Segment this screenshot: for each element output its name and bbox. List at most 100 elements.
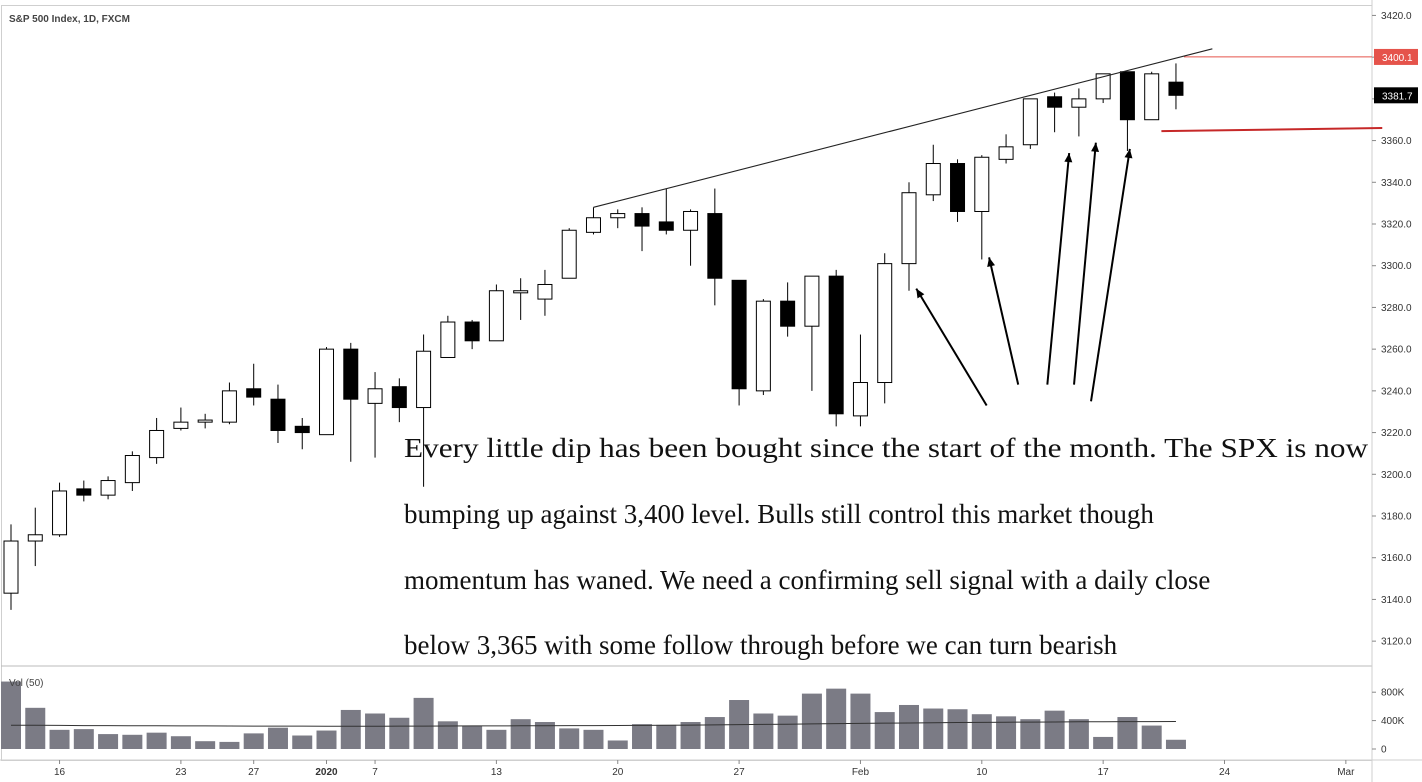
volume-bar	[534, 722, 555, 749]
volume-bar	[607, 740, 628, 749]
arrow-line	[1090, 148, 1131, 402]
volume-bar	[1141, 725, 1162, 749]
volume-bar	[486, 729, 507, 749]
price-tick-label: 3260.0	[1381, 345, 1412, 356]
volume-bar	[73, 729, 94, 749]
candle-body	[1071, 98, 1087, 108]
volume-bar	[801, 693, 822, 749]
volume-bar	[826, 688, 847, 749]
time-tick-label: Mar	[1337, 767, 1355, 778]
candle-body	[27, 534, 43, 542]
annotation-text: Every little dip has been bought since t…	[404, 433, 1369, 660]
price-tick-label: 3160.0	[1381, 553, 1412, 564]
chart-title: S&P 500 Index, 1D, FXCM	[9, 14, 130, 25]
time-tick-label: 16	[54, 767, 66, 778]
volume-bar	[898, 704, 919, 749]
candles	[3, 63, 1184, 610]
arrow-line	[988, 257, 1020, 385]
candle-body	[755, 300, 771, 392]
volume-bar	[219, 741, 240, 749]
volume-bar	[753, 713, 774, 749]
volume-pane	[1, 681, 1186, 749]
volume-bar	[340, 709, 361, 749]
annotation-line: below 3,365 with some follow through bef…	[404, 630, 1118, 660]
volume-bar	[195, 741, 216, 749]
candle-body	[173, 421, 189, 429]
volume-bar	[777, 715, 798, 749]
candle-body	[221, 390, 237, 423]
annotation-line: momentum has waned. We need a confirming…	[404, 565, 1210, 595]
volume-ma-line	[10, 721, 1176, 727]
candle-body	[1144, 73, 1160, 121]
time-tick-label: Feb	[852, 767, 870, 778]
price-tick-label: 3140.0	[1381, 595, 1412, 606]
volume-bar	[122, 734, 143, 749]
price-tick-label: 3340.0	[1381, 178, 1412, 189]
candle-body	[852, 382, 868, 417]
volume-bar	[437, 721, 458, 749]
candle-body	[1022, 98, 1038, 146]
candle-body	[367, 388, 383, 404]
candle-body	[1047, 96, 1063, 108]
candle-body	[197, 419, 213, 423]
candle-body	[343, 348, 359, 400]
arrow-head	[987, 257, 995, 268]
candle-body	[731, 279, 747, 390]
volume-bar	[680, 722, 701, 749]
price-label-box	[1374, 48, 1418, 65]
candle-body	[658, 221, 674, 231]
time-tick-label: 23	[175, 767, 187, 778]
candle-body	[76, 488, 92, 496]
candle-body	[537, 283, 553, 300]
candle-body	[707, 213, 723, 279]
candle-body	[100, 480, 116, 496]
candle-body	[780, 300, 796, 327]
support-line	[1161, 127, 1383, 133]
price-label-text: 3381.7	[1382, 91, 1413, 102]
candle-body	[950, 163, 966, 212]
candle-body	[319, 348, 335, 436]
volume-bar	[656, 724, 677, 749]
volume-bar	[462, 725, 483, 749]
trendline	[593, 48, 1213, 208]
candle-body	[610, 213, 626, 219]
volume-bar	[267, 727, 288, 749]
volume-bar	[25, 707, 46, 749]
price-tick-label: 3360.0	[1381, 136, 1412, 147]
price-label-text: 3400.1	[1382, 53, 1413, 64]
candle-body	[391, 386, 407, 409]
time-tick-label: 24	[1219, 767, 1231, 778]
volume-bar	[365, 713, 386, 749]
time-tick-label: 10	[976, 767, 988, 778]
candle-body	[1095, 73, 1111, 100]
candle-body	[877, 263, 893, 384]
candle-body	[683, 210, 699, 231]
volume-bar	[632, 724, 653, 749]
volume-bar	[704, 717, 725, 749]
candle-body	[901, 192, 917, 265]
volume-bar	[850, 693, 871, 749]
candle-body	[270, 398, 286, 431]
candle-body	[634, 213, 650, 227]
price-tick-label: 3280.0	[1381, 303, 1412, 314]
price-tick-label: 3180.0	[1381, 512, 1412, 523]
arrow-head	[1124, 148, 1133, 159]
volume-bar	[316, 730, 337, 749]
volume-bar	[923, 708, 944, 749]
volume-bar	[971, 714, 992, 749]
time-tick-label: 20	[612, 767, 624, 778]
time-tick-label: 2020	[315, 767, 338, 778]
candle-body	[804, 275, 820, 327]
volume-bar	[292, 735, 313, 749]
price-tick-label: 3200.0	[1381, 470, 1412, 481]
annotation-line: bumping up against 3,400 level. Bulls st…	[404, 499, 1154, 529]
volume-bar	[243, 733, 264, 749]
annotation-line: Every little dip has been bought since t…	[404, 433, 1369, 463]
volume-bar	[49, 729, 70, 749]
candle-body	[3, 540, 19, 594]
candle-body	[998, 146, 1014, 160]
volume-bar	[1044, 710, 1065, 749]
